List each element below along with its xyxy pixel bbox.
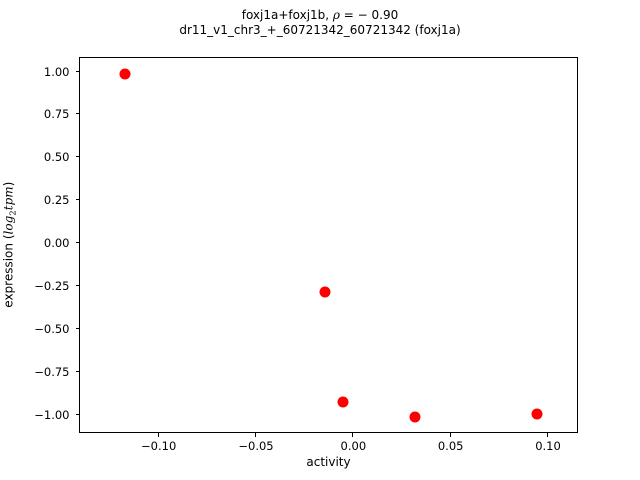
x-axis-tick: 0.00 bbox=[341, 432, 366, 453]
y-axis-label-base: 2 bbox=[8, 210, 19, 217]
x-axis-tick-label: 0.10 bbox=[535, 439, 561, 453]
x-axis-tick: 0.05 bbox=[438, 432, 463, 453]
y-axis-label-math: log2tpm bbox=[1, 186, 18, 235]
scatter-point bbox=[337, 396, 349, 408]
y-axis-tick-label: 0.25 bbox=[43, 193, 70, 208]
y-axis-label-suffix: ) bbox=[1, 181, 16, 187]
x-axis-tick: −0.10 bbox=[141, 432, 176, 453]
y-axis-tick-label: 0.50 bbox=[43, 150, 70, 165]
scatter-point bbox=[319, 286, 331, 298]
rho-symbol: ρ bbox=[332, 8, 340, 22]
y-axis-tick-label: −0.75 bbox=[34, 364, 70, 379]
plot-axes: 1.00 0.75 0.50 0.25 0.00 −0.25 −0.50 −0.75 −1.00… bbox=[34, 57, 578, 453]
x-axis-tick-label: −0.05 bbox=[238, 439, 274, 453]
y-axis-tick-label: 0.00 bbox=[43, 236, 70, 251]
y-axis-tick: 1.00 bbox=[44, 65, 80, 79]
x-axis-tick: 0.10 bbox=[535, 432, 561, 453]
y-axis-tick: −0.75 bbox=[34, 365, 80, 379]
rho-value: = − 0.90 bbox=[339, 8, 399, 22]
y-axis-tick: −0.25 bbox=[34, 279, 80, 293]
scatter-point bbox=[409, 411, 421, 423]
y-axis-label-text: expression (log2tpm) bbox=[1, 182, 18, 308]
x-axis-label: activity bbox=[306, 455, 351, 469]
plot-data-area bbox=[80, 58, 577, 432]
x-axis-tick-label: −0.10 bbox=[141, 439, 177, 453]
chart-title-line-1: foxj1a+foxj1b, ρ = − 0.90 bbox=[0, 8, 640, 23]
y-axis-tick: −1.00 bbox=[34, 408, 80, 422]
y-axis-label: expression (log2tpm) bbox=[0, 57, 20, 433]
x-axis-tick-label: 0.00 bbox=[340, 439, 367, 453]
x-axis-tick: −0.05 bbox=[238, 432, 274, 453]
x-axis-tick-label: 0.05 bbox=[437, 439, 464, 453]
y-axis-tick: 0.00 bbox=[44, 236, 80, 250]
y-axis-tick: 0.50 bbox=[44, 150, 80, 164]
y-axis-tick: −0.50 bbox=[34, 322, 80, 336]
y-axis-tick-label: −1.00 bbox=[34, 407, 70, 422]
y-axis-label-log: log bbox=[1, 216, 16, 235]
y-axis-tick: 0.25 bbox=[44, 193, 80, 207]
y-axis-tick-label: 1.00 bbox=[43, 64, 70, 79]
y-axis-label-prefix: expression ( bbox=[1, 234, 16, 309]
y-axis-tick-label: −0.25 bbox=[34, 279, 70, 294]
chart-title-prefix: foxj1a+foxj1b, bbox=[241, 8, 333, 22]
y-axis-tick: 0.75 bbox=[44, 107, 80, 121]
scatter-point bbox=[119, 68, 131, 80]
chart-title-block: foxj1a+foxj1b, ρ = − 0.90 dr11_v1_chr3_+… bbox=[0, 8, 640, 37]
scatter-point bbox=[531, 408, 543, 420]
y-axis-label-tpm: tpm bbox=[1, 186, 16, 211]
y-axis-tick-label: −0.50 bbox=[34, 322, 70, 336]
chart-subtitle-line-2: dr11_v1_chr3_+_60721342_60721342 (foxj1a… bbox=[179, 22, 461, 37]
y-axis-tick-label: 0.75 bbox=[43, 107, 70, 122]
